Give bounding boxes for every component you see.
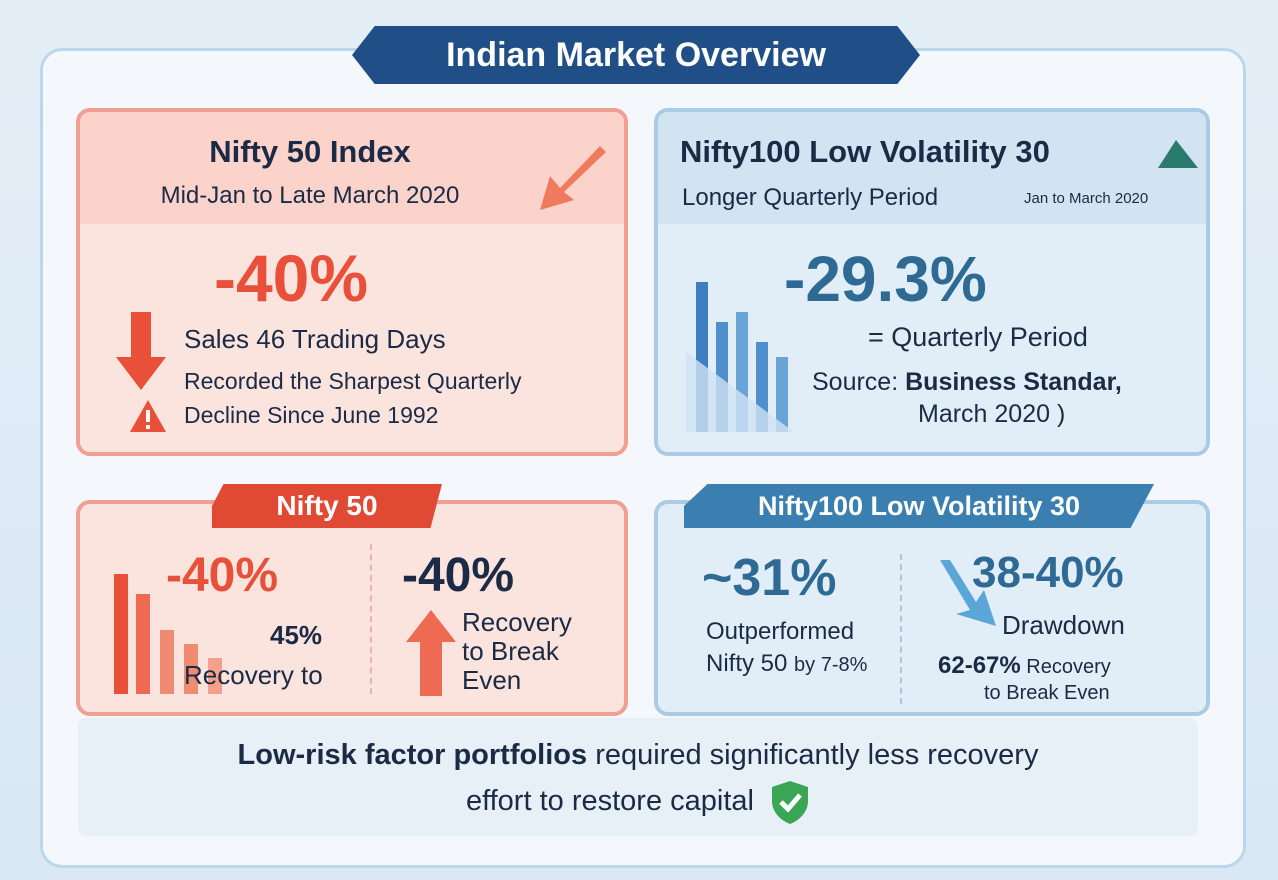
nifty50-line3: Decline Since June 1992: [184, 402, 439, 428]
lowvol-period: Longer Quarterly Period: [682, 184, 939, 211]
nifty50-tag: Nifty 50: [212, 484, 442, 528]
outperformed-label: Outperformed: [706, 618, 855, 645]
nifty50-recovery-value1: -40%: [166, 549, 279, 602]
nifty50-title: Nifty 50 Index: [209, 134, 411, 169]
nifty50-panel: Nifty 50 Index Mid-Jan to Late March 202…: [76, 108, 628, 456]
lowvol-panel: Nifty100 Low Volatility 30 Longer Quarte…: [654, 108, 1210, 456]
lowvol-tag: Nifty100 Low Volatility 30: [684, 484, 1154, 528]
down-arrow-icon: [940, 560, 996, 626]
nifty50-recovery-value2: -40%: [402, 549, 515, 602]
down-arrow-icon: [540, 146, 606, 210]
nifty50-recovery-pct: 45%: [270, 620, 323, 650]
source-name: Business Standar,: [905, 368, 1122, 396]
down-arrow-icon: [116, 312, 166, 390]
bar-chart-icon: [686, 282, 794, 432]
conclusion-rest2: effort to restore capital: [465, 785, 754, 817]
lowvol-title: Nifty100 Low Volatility 30: [680, 134, 1050, 169]
conclusion-box: Low-risk factor portfolios required sign…: [78, 718, 1198, 836]
lowvol-recovery-panel: ~31% Outperformed Nifty 50 by 7-8% 38-40%…: [654, 500, 1210, 716]
warning-icon: [130, 400, 166, 432]
outperformed-margin: by 7-8%: [794, 654, 868, 676]
lowvol-recovery-value1: ~31%: [702, 549, 837, 607]
even-label: Even: [462, 665, 522, 695]
source-date: March 2020 ): [918, 400, 1066, 428]
break-even-label: to Break Even: [984, 682, 1110, 704]
lowvol-value: -29.3%: [784, 243, 987, 315]
conclusion-bold: Low-risk factor portfolios: [237, 739, 588, 771]
nifty50-period: Mid-Jan to Late March 2020: [160, 182, 460, 209]
source-label: Source:: [812, 368, 899, 396]
lowvol-eq: = Quarterly Period: [868, 322, 1088, 352]
recovery-label: Recovery: [1026, 656, 1111, 678]
recovery-to: Recovery to: [184, 660, 323, 690]
drawdown-label: Drawdown: [1002, 610, 1125, 640]
shield-check-icon: [772, 781, 809, 825]
nifty50-line1: Sales 46 Trading Days: [184, 324, 446, 354]
nifty50-line2: Recorded the Sharpest Quarterly: [184, 368, 522, 394]
lowvol-period-small: Jan to March 2020: [1024, 190, 1149, 207]
nifty50-recovery-panel: -40% 45% Recovery to -40% Recovery to Bre…: [76, 500, 628, 716]
conclusion-rest: required significantly less recovery: [587, 739, 1039, 771]
up-arrow-icon: [406, 610, 456, 696]
outperformed-target: Nifty 50: [706, 650, 788, 677]
recovery-pct: 62-67%: [938, 652, 1021, 679]
page-title: Indian Market Overview: [352, 26, 920, 84]
mountain-icon: [1158, 140, 1198, 168]
lowvol-recovery-value2: 38-40%: [972, 548, 1124, 597]
recovery-label: Recovery: [462, 607, 572, 637]
bar-chart-icon: [114, 574, 222, 694]
to-break-label: to Break: [462, 636, 559, 666]
nifty50-value: -40%: [214, 241, 369, 315]
